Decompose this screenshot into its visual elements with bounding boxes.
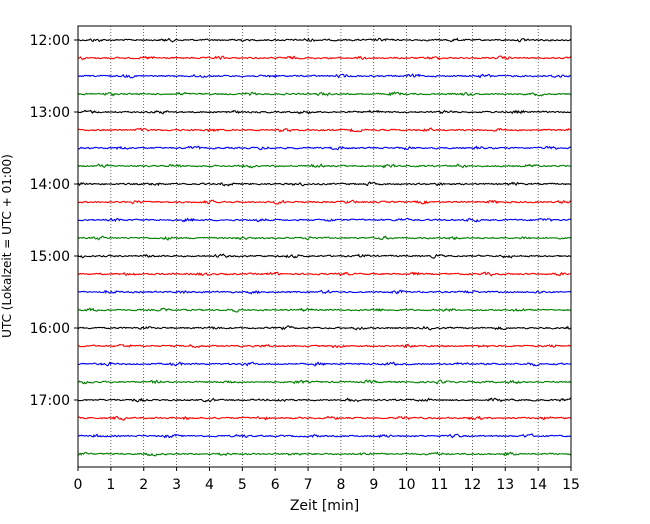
trace-1545 — [77, 307, 572, 313]
x-tick-label: 9 — [369, 477, 378, 493]
trace-1630 — [77, 361, 572, 367]
x-tick-label: 15 — [562, 477, 580, 493]
trace-1530 — [77, 289, 572, 295]
x-tick-label: 6 — [271, 477, 280, 493]
x-axis: 0 1 2 3 4 5 6 7 8 9 10 11 12 13 14 15 — [74, 467, 580, 493]
trace-1300 — [77, 109, 572, 115]
x-tick-label: 8 — [336, 477, 345, 493]
x-tick-label: 12 — [463, 477, 481, 493]
x-tick-label: 1 — [106, 477, 115, 493]
x-tick-label: 2 — [139, 477, 148, 493]
x-tick-label: 13 — [496, 477, 514, 493]
x-tick-label: 0 — [74, 477, 83, 493]
trace-1730 — [77, 433, 572, 439]
trace-1745 — [77, 451, 572, 457]
y-tick-label: 15:00 — [30, 249, 70, 265]
x-tick-label: 3 — [172, 477, 181, 493]
y-tick-label: 17:00 — [30, 393, 70, 409]
x-tick-label: 14 — [529, 477, 547, 493]
y-tick-label: 16:00 — [30, 321, 70, 337]
x-axis-label: Zeit [min] — [290, 498, 359, 514]
trace-1445 — [77, 235, 572, 241]
y-axis-label: UTC (Lokalzeit = UTC + 01:00) — [0, 154, 14, 338]
trace-1400 — [77, 181, 572, 187]
trace-1430 — [77, 217, 572, 223]
x-tick-label: 7 — [304, 477, 313, 493]
trace-1500 — [77, 253, 572, 259]
trace-1700 — [77, 397, 572, 403]
trace-1615 — [77, 343, 572, 349]
y-tick-label: 13:00 — [30, 105, 70, 121]
x-tick-label: 4 — [205, 477, 214, 493]
trace-1245 — [77, 91, 572, 97]
trace-lines — [77, 37, 572, 457]
trace-1600 — [77, 325, 572, 331]
trace-1515 — [77, 271, 572, 277]
trace-1645 — [77, 379, 572, 385]
grid-lines — [110, 26, 539, 467]
trace-1230 — [77, 73, 572, 79]
y-axis: 12:00 13:00 14:00 15:00 16:00 17:00 — [30, 33, 78, 409]
x-tick-label: 5 — [238, 477, 247, 493]
trace-1315 — [77, 127, 572, 133]
trace-1715 — [77, 415, 572, 421]
trace-1330 — [77, 145, 572, 151]
x-tick-label: 10 — [398, 477, 416, 493]
trace-1415 — [77, 199, 572, 205]
y-tick-label: 14:00 — [30, 177, 70, 193]
plot-frame — [77, 25, 572, 468]
trace-1200 — [77, 37, 572, 43]
x-tick-label: 11 — [431, 477, 449, 493]
trace-1345 — [77, 163, 572, 169]
trace-1215 — [77, 55, 572, 61]
y-tick-label: 12:00 — [30, 33, 70, 49]
